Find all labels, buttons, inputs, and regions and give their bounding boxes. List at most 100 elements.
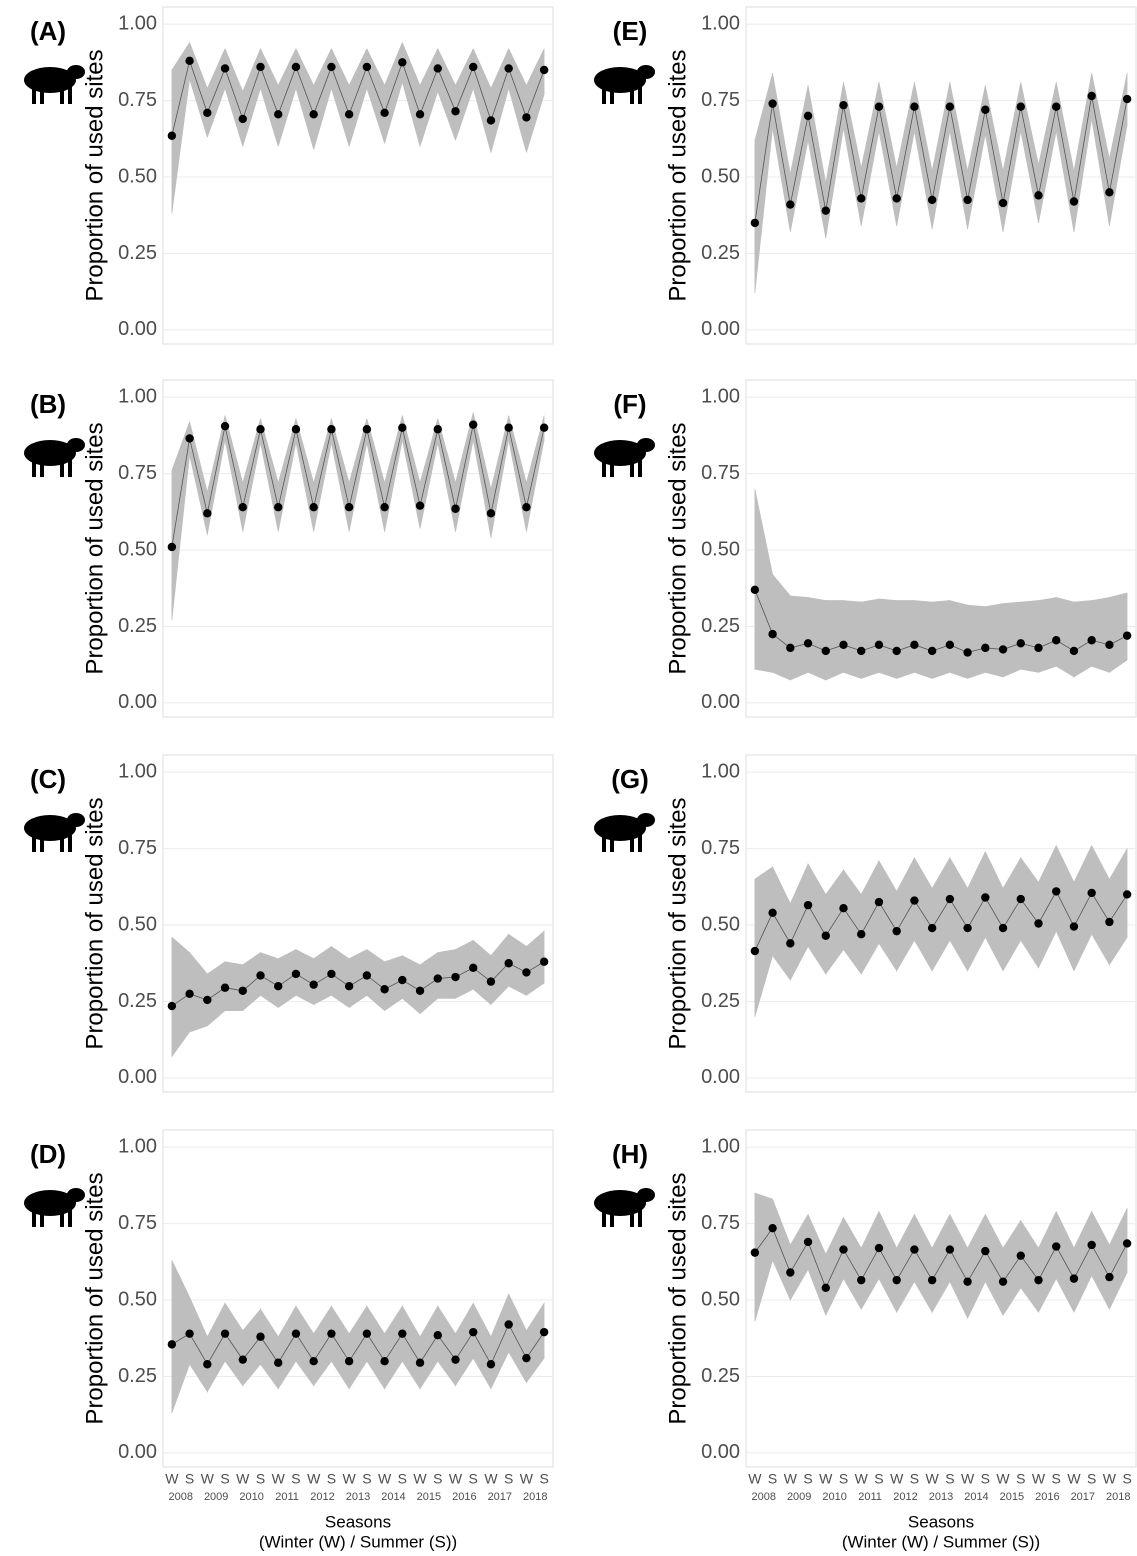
confidence-band — [914, 600, 933, 679]
data-point — [451, 972, 460, 982]
y-tick-label: 1.00 — [701, 12, 740, 34]
confidence-band — [1020, 600, 1039, 673]
x-tick-label: S — [185, 1471, 194, 1487]
animal-icon — [594, 438, 655, 477]
panel-label: (E) — [613, 16, 648, 46]
data-point — [927, 646, 937, 656]
data-point — [1016, 894, 1025, 904]
confidence-band — [878, 598, 897, 679]
data-point — [469, 62, 478, 72]
data-point — [892, 194, 901, 203]
data-point — [539, 1327, 549, 1337]
icon-leg — [630, 1207, 634, 1227]
data-point — [874, 102, 884, 111]
icon-leg — [32, 832, 36, 852]
y-tick-label: 0.00 — [118, 318, 157, 340]
panel-label: (D) — [30, 1139, 66, 1169]
data-point — [839, 640, 848, 650]
data-point — [839, 1245, 848, 1254]
x-year-label: 2016 — [452, 1491, 476, 1503]
data-point — [486, 116, 496, 125]
data-point — [1069, 197, 1079, 206]
icon-leg — [40, 457, 44, 477]
data-point — [786, 200, 795, 209]
x-year-label: 2015 — [417, 1491, 441, 1503]
x-tick-label: W — [343, 1471, 357, 1487]
data-point — [1122, 890, 1132, 899]
data-point — [998, 923, 1008, 933]
data-point — [1016, 1251, 1025, 1260]
data-point — [327, 62, 336, 72]
x-tick-label: S — [910, 1471, 919, 1487]
confidence-band — [790, 595, 809, 681]
data-point — [398, 1329, 407, 1338]
confidence-band — [949, 600, 968, 679]
data-point — [750, 585, 760, 594]
data-point — [327, 1329, 336, 1338]
data-point — [1034, 919, 1043, 928]
icon-leg — [32, 1207, 36, 1227]
animal-icon — [24, 1188, 85, 1227]
data-point — [362, 62, 372, 72]
y-tick-label: 0.00 — [701, 1066, 740, 1088]
panel-label: (F) — [613, 389, 646, 419]
y-axis-title: Proportion of used sites — [81, 797, 108, 1049]
data-point — [291, 62, 301, 72]
data-point — [1105, 917, 1114, 927]
icon-leg — [602, 832, 606, 852]
x-tick-label: W — [272, 1471, 286, 1487]
data-point — [539, 957, 549, 966]
data-point — [892, 646, 901, 656]
panel-label: (H) — [612, 1139, 648, 1169]
data-point — [768, 908, 777, 917]
data-point — [839, 904, 848, 913]
y-tick-label: 0.75 — [118, 89, 157, 111]
data-point — [910, 102, 919, 111]
x-tick-label: W — [165, 1471, 179, 1487]
x-tick-label: S — [256, 1471, 265, 1487]
data-point — [1087, 888, 1096, 898]
data-point — [803, 639, 813, 648]
data-point — [1105, 640, 1114, 650]
x-tick-label: S — [981, 1471, 990, 1487]
icon-head — [637, 813, 655, 827]
x-tick-label: S — [874, 1471, 883, 1487]
confidence-band — [1038, 597, 1057, 673]
y-tick-label: 0.25 — [118, 990, 157, 1012]
trend-line — [171, 59, 545, 136]
x-tick-label: S — [504, 1471, 513, 1487]
data-point — [380, 985, 389, 994]
data-point — [945, 640, 955, 650]
data-point — [963, 648, 972, 657]
data-point — [750, 218, 760, 228]
data-point — [167, 131, 177, 140]
icon-leg — [602, 1207, 606, 1227]
x-year-label: 2010 — [239, 1491, 263, 1503]
data-point — [274, 981, 283, 991]
x-year-label: 2017 — [1071, 1491, 1095, 1503]
data-point — [256, 971, 265, 980]
data-point — [786, 1268, 795, 1277]
data-point — [433, 1330, 442, 1340]
data-point — [451, 107, 460, 116]
data-point — [415, 501, 425, 510]
data-point — [803, 1237, 813, 1247]
data-point — [1016, 639, 1025, 648]
data-point — [963, 1277, 972, 1286]
data-point — [1105, 188, 1114, 197]
data-point — [327, 969, 336, 979]
data-point — [892, 926, 901, 936]
x-tick-label: S — [768, 1471, 777, 1487]
icon-leg — [40, 832, 44, 852]
data-point — [839, 100, 848, 110]
x-tick-label: S — [220, 1471, 229, 1487]
trend-line — [754, 95, 1128, 223]
data-point — [857, 1275, 866, 1285]
data-point — [874, 897, 884, 907]
y-axis-title: Proportion of used sites — [81, 1172, 108, 1424]
y-tick-label: 0.50 — [701, 1288, 740, 1310]
data-point — [1105, 1272, 1114, 1282]
data-point — [786, 643, 795, 653]
data-point — [344, 503, 354, 512]
